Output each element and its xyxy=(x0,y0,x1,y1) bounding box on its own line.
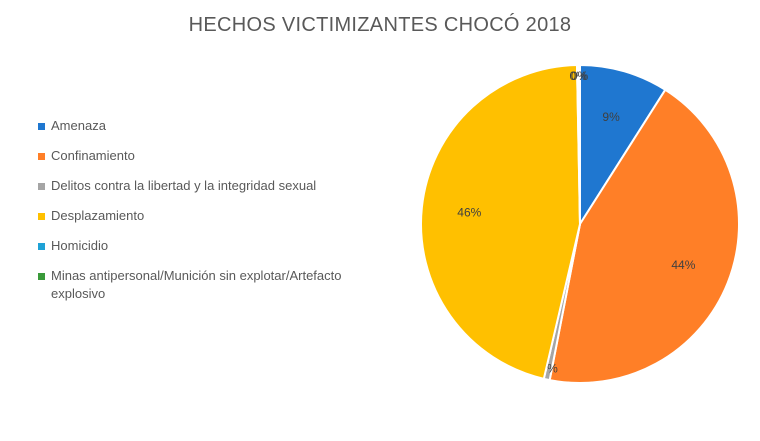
slice-data-label: 46% xyxy=(457,205,481,219)
chart-legend: Amenaza Confinamiento Delitos contra la li… xyxy=(38,117,368,315)
legend-label: Homicidio xyxy=(51,238,109,253)
legend-label: Desplazamiento xyxy=(51,208,145,223)
legend-item: Homicidio xyxy=(38,237,368,255)
legend-item: Desplazamiento xyxy=(38,207,368,225)
legend-swatch xyxy=(38,273,45,280)
chart-title: HECHOS VICTIMIZANTES CHOCÓ 2018 xyxy=(188,14,572,36)
legend-swatch xyxy=(38,123,45,130)
pie-slice xyxy=(420,64,582,381)
slice-data-label: 0% xyxy=(571,69,589,83)
slice-data-label: 44% xyxy=(671,258,695,272)
legend-item: Minas antipersonal/Munición sin explotar… xyxy=(38,267,368,303)
legend-swatch xyxy=(38,243,45,250)
legend-label: Delitos contra la libertad y la integrid… xyxy=(51,178,317,193)
legend-swatch xyxy=(38,213,45,220)
legend-label: Amenaza xyxy=(51,118,106,133)
legend-swatch xyxy=(38,183,45,190)
legend-label: Minas antipersonal/Munición sin explotar… xyxy=(51,268,342,301)
pie-slice xyxy=(548,88,740,384)
pie-slice xyxy=(577,63,581,225)
legend-item: Amenaza xyxy=(38,117,368,135)
pie-slice xyxy=(579,63,667,228)
legend-item: Delitos contra la libertad y la integrid… xyxy=(38,177,368,195)
legend-swatch xyxy=(38,153,45,160)
slice-data-label: 9% xyxy=(602,110,620,124)
legend-item: Confinamiento xyxy=(38,147,368,165)
legend-label: Confinamiento xyxy=(51,148,135,163)
